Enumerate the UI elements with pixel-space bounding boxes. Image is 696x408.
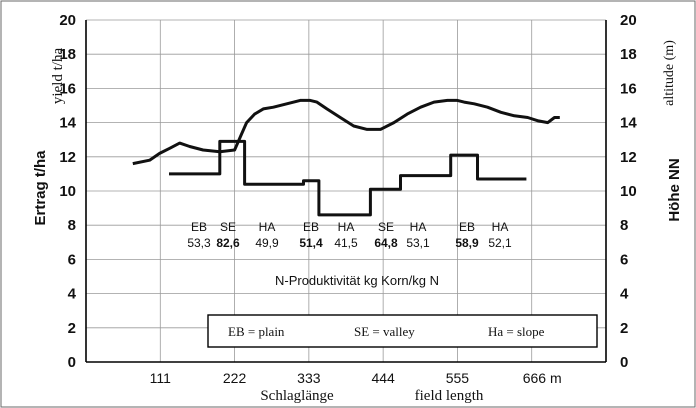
yield-line bbox=[169, 139, 527, 217]
segment-value-label: 53,3 bbox=[187, 236, 211, 250]
y-tick-label-right: 18 bbox=[620, 46, 637, 63]
productivity-label: N-Produktivität kg Korn/kg N bbox=[275, 273, 439, 288]
y-label-left-en: yield t/ha bbox=[50, 48, 66, 105]
legend: EB = plain SE = valley Ha = slope bbox=[228, 324, 545, 339]
segment-type-label: EB bbox=[459, 220, 475, 234]
y-tick-label-left: 2 bbox=[68, 320, 76, 337]
y-tick-label-right: 8 bbox=[620, 217, 628, 234]
segment-type-label: SE bbox=[378, 220, 394, 234]
gridlines bbox=[86, 19, 606, 363]
legend-item: Ha = slope bbox=[488, 324, 545, 339]
y-label-right-de: Höhe NN bbox=[666, 158, 683, 221]
segment-value-label: 49,9 bbox=[255, 236, 279, 250]
segment-type-label: HA bbox=[410, 220, 427, 234]
x-tick-label: 111 bbox=[150, 370, 171, 386]
x-tick-label: 222 bbox=[223, 370, 247, 386]
y-tick-label-left: 4 bbox=[68, 286, 77, 303]
y-tick-label-left: 10 bbox=[59, 183, 76, 200]
x-tick-label: 666 m bbox=[523, 370, 562, 386]
segment-value-label: 58,9 bbox=[455, 236, 479, 250]
y-tick-label-right: 2 bbox=[620, 320, 628, 337]
segment-value-label: 82,6 bbox=[216, 236, 240, 250]
y-tick-label-right: 14 bbox=[620, 115, 637, 132]
y-label-right-en: altitude (m) bbox=[662, 40, 677, 106]
y-tick-label-left: 6 bbox=[68, 251, 76, 268]
altitude-line bbox=[132, 98, 560, 166]
y-tick-label-left: 0 bbox=[68, 354, 76, 371]
legend-item: SE = valley bbox=[354, 324, 415, 339]
y-tick-label-right: 20 bbox=[620, 12, 637, 29]
tick-labels: 0 0 2 2 4 4 6 6 8 8 10 10 12 12 14 14 16 16 18 18 20 20 111 222… bbox=[59, 12, 637, 386]
y-tick-label-left: 20 bbox=[59, 12, 76, 29]
legend-box bbox=[207, 314, 598, 348]
segment-value-label: 64,8 bbox=[374, 236, 398, 250]
y-tick-label-left: 16 bbox=[59, 80, 76, 97]
axes bbox=[85, 20, 607, 363]
segment-type-label: EB bbox=[191, 220, 207, 234]
segment-type-label: EB bbox=[303, 220, 319, 234]
segment-type-label: HA bbox=[338, 220, 355, 234]
y-tick-label-right: 16 bbox=[620, 80, 637, 97]
x-tick-label: 555 bbox=[446, 370, 470, 386]
x-label-de: Schlaglänge bbox=[260, 388, 334, 404]
y-tick-label-right: 4 bbox=[620, 286, 629, 303]
segment-annotations: EB 53,3 SE 82,6 HA 49,9 EB 51,4 HA 41,5 SE 64,8 HA 53… bbox=[187, 220, 512, 250]
y-tick-label-right: 6 bbox=[620, 251, 628, 268]
y-tick-label-left: 8 bbox=[68, 217, 76, 234]
y-tick-label-right: 10 bbox=[620, 183, 637, 200]
y-tick-label-right: 0 bbox=[620, 354, 628, 371]
y-tick-label-left: 14 bbox=[59, 115, 76, 132]
segment-value-label: 53,1 bbox=[406, 236, 430, 250]
y-tick-label-left: 18 bbox=[59, 46, 76, 63]
y-tick-label-left: 12 bbox=[59, 149, 76, 166]
y-tick-label-right: 12 bbox=[620, 149, 637, 166]
x-label-en: field length bbox=[415, 388, 484, 404]
segment-value-label: 52,1 bbox=[488, 236, 512, 250]
segment-type-label: SE bbox=[220, 220, 236, 234]
x-tick-label: 333 bbox=[297, 370, 321, 386]
y-label-left-de: Ertrag t/ha bbox=[32, 150, 49, 226]
segment-value-label: 51,4 bbox=[299, 236, 323, 250]
series-layer bbox=[132, 98, 560, 217]
segment-type-label: HA bbox=[492, 220, 509, 234]
segment-value-label: 41,5 bbox=[334, 236, 358, 250]
x-tick-label: 444 bbox=[371, 370, 395, 386]
legend-item: EB = plain bbox=[228, 324, 285, 339]
segment-type-label: HA bbox=[259, 220, 276, 234]
